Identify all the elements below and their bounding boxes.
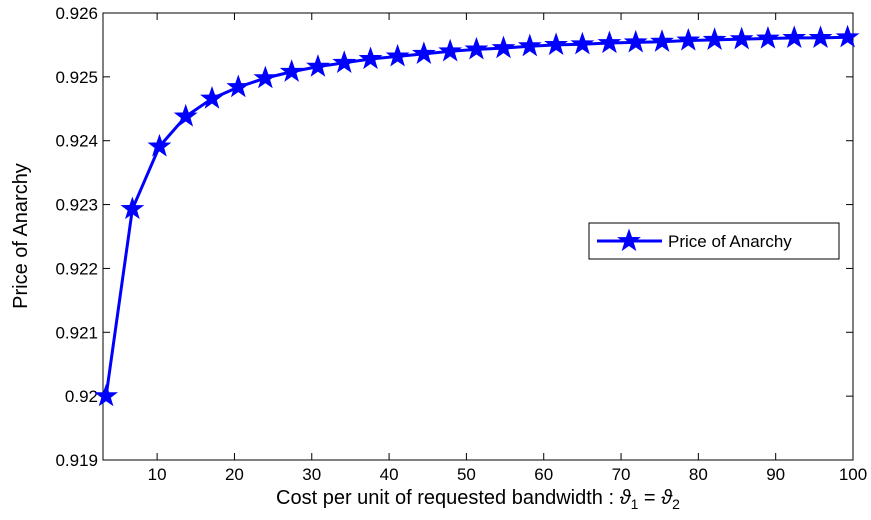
x-tick-label: 90 [766, 465, 785, 484]
data-point-star [94, 383, 118, 407]
x-tick-label: 20 [225, 465, 244, 484]
data-point-star [623, 29, 648, 53]
data-point-star [835, 24, 860, 48]
data-point-star [411, 41, 436, 65]
data-point-star [306, 54, 330, 77]
data-point-star [597, 30, 622, 54]
data-point-star [120, 196, 145, 220]
data-point-star [332, 50, 357, 73]
x-tick-label: 80 [689, 465, 708, 484]
data-point-star [570, 31, 595, 55]
y-tick-label: 0.925 [55, 68, 98, 87]
x-tick-label: 60 [534, 465, 553, 484]
data-point-star [808, 25, 833, 49]
series-layer [94, 24, 860, 407]
legend-label: Price of Anarchy [668, 232, 792, 251]
x-tick-label: 50 [457, 465, 476, 484]
data-point-star [517, 33, 542, 57]
x-tick-label: 70 [612, 465, 631, 484]
data-point-star [385, 43, 410, 67]
axis-ticks [103, 12, 854, 461]
data-point-star [729, 26, 754, 50]
x-tick-labels: 10 20 30 40 50 60 70 80 90 100 [148, 465, 868, 484]
x-tick-label: 100 [839, 465, 867, 484]
data-point-star [676, 27, 701, 51]
data-point-star [544, 32, 568, 56]
y-tick-label: 0.92 [65, 387, 98, 406]
legend-box [588, 222, 840, 260]
data-point-star [173, 103, 198, 127]
data-point-star [358, 46, 383, 70]
legend-star-marker [617, 228, 641, 252]
y-tick-labels: 0.919 0.92 0.921 0.922 0.923 0.924 0.925 0.926 [55, 4, 98, 470]
y-tick-label: 0.919 [55, 451, 98, 470]
data-point-star [702, 27, 727, 50]
data-point-star [438, 38, 463, 62]
data-point-star [226, 74, 251, 98]
data-point-star [650, 29, 674, 52]
x-tick-label: 30 [302, 465, 321, 484]
x-axis-title: Cost per unit of requested bandwidth : ϑ… [276, 487, 680, 512]
y-tick-label: 0.921 [55, 323, 98, 342]
x-tick-label: 40 [380, 465, 399, 484]
data-point-star [756, 26, 780, 49]
data-point-star [200, 86, 224, 109]
y-tick-label: 0.923 [55, 196, 98, 215]
data-point-star [279, 59, 304, 82]
data-point-star [147, 133, 172, 157]
y-tick-label: 0.926 [55, 4, 98, 23]
data-point-star [464, 36, 489, 60]
data-point-star [491, 35, 516, 59]
x-tick-label: 10 [148, 465, 167, 484]
data-point-star [782, 25, 807, 49]
y-axis-title: Price of Anarchy [10, 163, 32, 309]
data-point-star [253, 65, 278, 89]
legend: Price of Anarchy [588, 222, 840, 260]
y-tick-label: 0.922 [55, 259, 98, 278]
y-tick-label: 0.924 [55, 132, 98, 151]
